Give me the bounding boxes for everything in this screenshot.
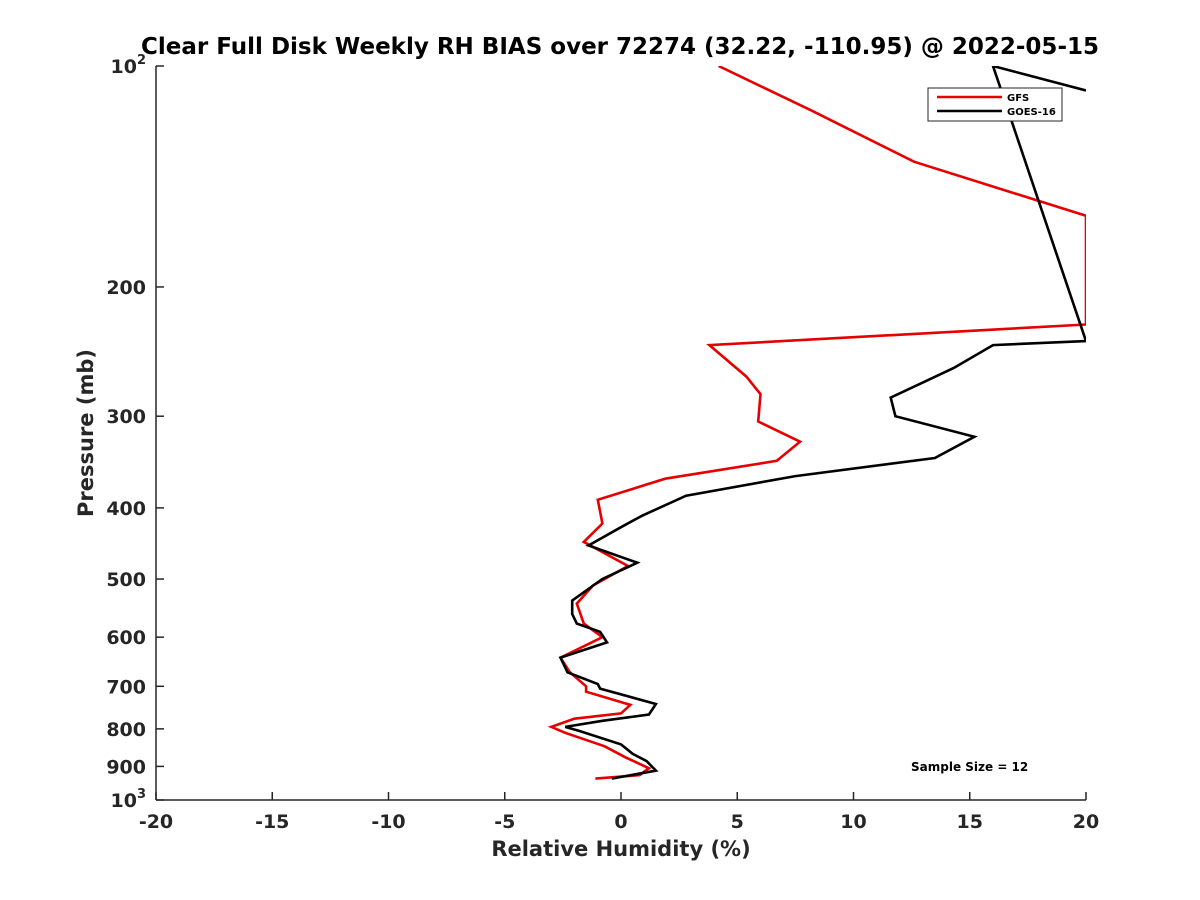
x-tick-label: -20 [139, 811, 173, 833]
axes [155, 66, 1086, 801]
y-tick-label: 900 [106, 756, 146, 778]
y-axis-label: Pressure (mb) [74, 349, 98, 517]
x-tick-label: -5 [494, 811, 515, 833]
y-tick-label-text: 500 [106, 569, 146, 591]
x-tick-label: 0 [614, 811, 627, 833]
y-tick-label-text: 700 [106, 676, 146, 698]
chart-title: Clear Full Disk Weekly RH BIAS over 7227… [141, 34, 1099, 60]
y-tick-label: 800 [106, 719, 146, 741]
y-tick-label-text: 600 [106, 627, 146, 649]
x-tick-label: -15 [255, 811, 289, 833]
y-tick-label: 400 [106, 498, 146, 520]
y-tick-label-exponent: 2 [137, 53, 146, 68]
y-tick-label: 102 [111, 53, 147, 78]
legend-label-gfs: GFS [1007, 93, 1029, 104]
y-tick-label: 300 [106, 406, 146, 428]
y-tick-label-text: 200 [106, 277, 146, 299]
y-tick-label: 700 [106, 676, 146, 698]
y-tick-label-text: 400 [106, 498, 146, 520]
y-tick-label: 200 [106, 277, 146, 299]
series-line-gfs [547, 66, 1086, 780]
x-tick-label: 5 [731, 811, 744, 833]
y-tick-label: 103 [111, 787, 147, 812]
series-line-goes-16 [558, 66, 1086, 780]
y-tick-label: 600 [106, 627, 146, 649]
sample-size-annotation: Sample Size = 12 [911, 760, 1028, 774]
y-tick-label-text: 300 [106, 406, 146, 428]
legend-label-goes-16: GOES-16 [1007, 107, 1056, 118]
x-ticks: -20 -15 -10 -5 0 5 10 15 20 [139, 792, 1099, 833]
x-tick-label: -10 [371, 811, 405, 833]
y-tick-label-text: 10 [111, 56, 137, 78]
legend: GFS GOES-16 [927, 87, 1063, 122]
y-tick-label-text: 10 [111, 790, 137, 812]
legend-box [927, 87, 1063, 122]
y-tick-label-text: 900 [106, 756, 146, 778]
x-tick-label: 10 [840, 811, 866, 833]
series-layer [547, 66, 1086, 780]
y-tick-label: 500 [106, 569, 146, 591]
x-tick-label: 20 [1073, 811, 1099, 833]
x-tick-label: 15 [957, 811, 983, 833]
x-axis-label: Relative Humidity (%) [491, 837, 750, 861]
y-tick-label-exponent: 3 [137, 787, 146, 802]
y-tick-label-text: 800 [106, 719, 146, 741]
